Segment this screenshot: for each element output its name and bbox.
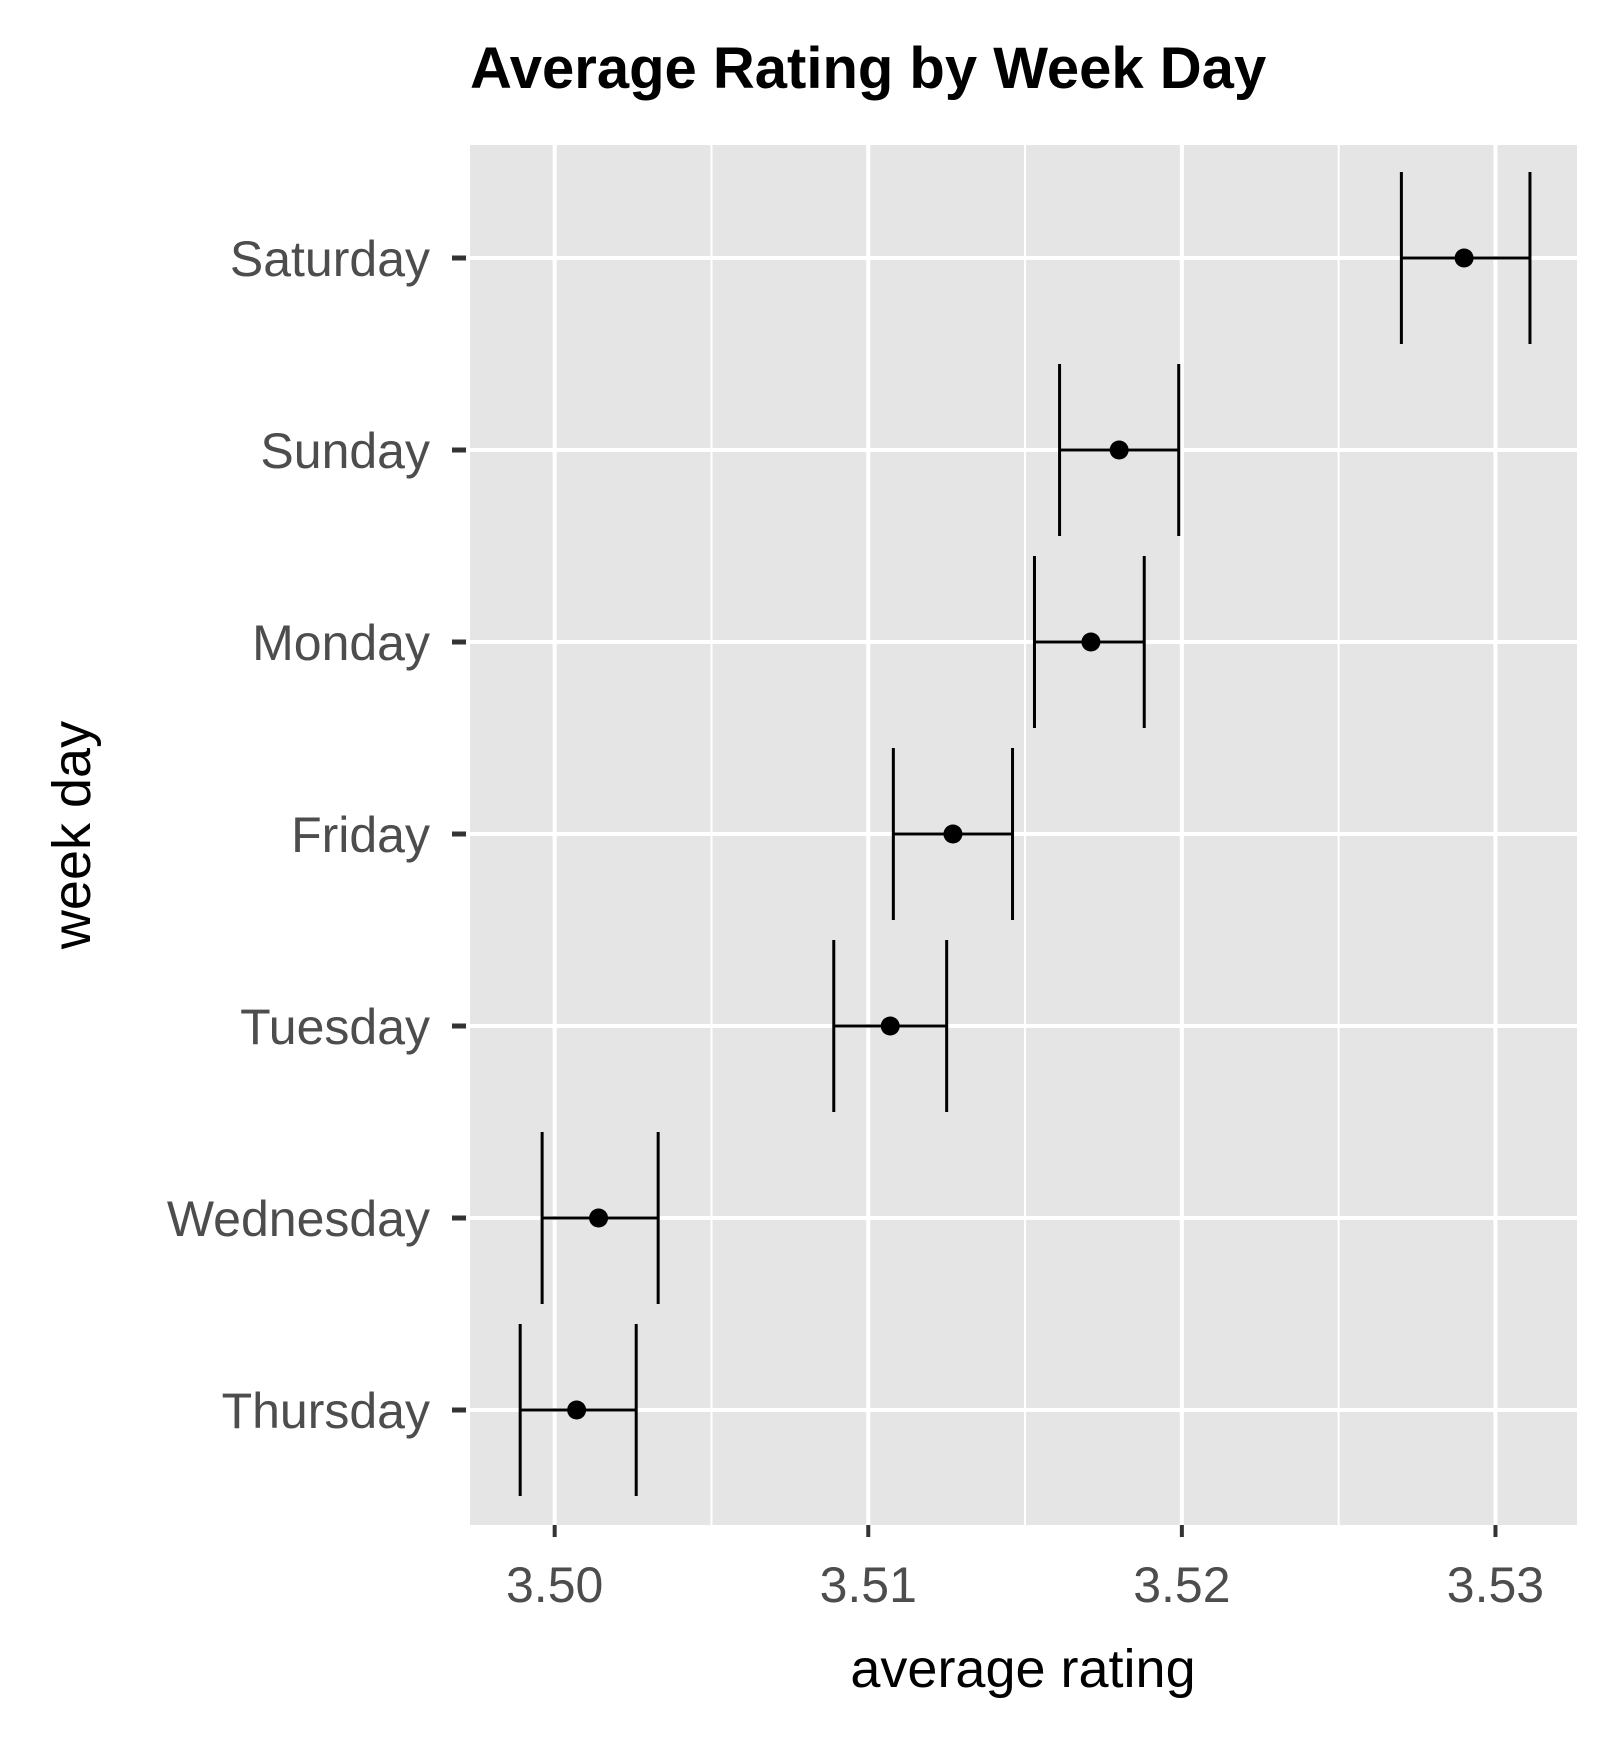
data-point — [567, 1400, 587, 1420]
y-tick-label: Thursday — [222, 1383, 430, 1439]
data-marks — [518, 172, 1532, 1496]
y-tick-label: Friday — [291, 807, 430, 863]
data-point — [589, 1208, 609, 1228]
y-tick-label: Tuesday — [240, 999, 430, 1055]
x-tick-label: 3.50 — [506, 1557, 603, 1613]
y-tick-label: Wednesday — [167, 1191, 430, 1247]
x-tick-label: 3.53 — [1447, 1557, 1544, 1613]
x-axis-title: average rating — [850, 1639, 1195, 1699]
x-tick-label: 3.51 — [820, 1557, 917, 1613]
error-bar-wednesday — [540, 1132, 660, 1304]
error-bar-thursday — [518, 1324, 638, 1496]
x-axis: 3.50 3.51 3.52 3.53 — [506, 1525, 1544, 1613]
chart-title: Average Rating by Week Day — [470, 36, 1266, 101]
x-tick-label: 3.52 — [1133, 1557, 1230, 1613]
error-bar-friday — [891, 748, 1015, 920]
error-bar-sunday — [1058, 364, 1181, 536]
y-tick-label: Sunday — [260, 423, 430, 479]
y-axis: Saturday Sunday Monday Friday Tuesday Wednesd… — [167, 231, 466, 1439]
error-bar-tuesday — [832, 940, 949, 1112]
data-point — [943, 824, 963, 844]
data-point — [1109, 440, 1129, 460]
data-point — [1081, 632, 1101, 652]
grid-lines — [470, 145, 1577, 1525]
data-point — [1454, 248, 1474, 268]
error-bar-saturday — [1399, 172, 1532, 344]
y-tick-label: Monday — [252, 615, 430, 671]
error-bar-monday — [1032, 556, 1146, 728]
y-axis-title: week day — [42, 721, 102, 950]
data-point — [880, 1016, 900, 1036]
y-tick-label: Saturday — [230, 231, 430, 287]
